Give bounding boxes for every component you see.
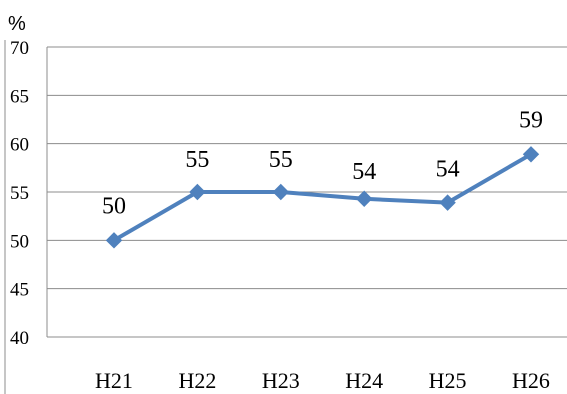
data-point-marker xyxy=(355,190,373,207)
data-point-marker xyxy=(189,183,206,201)
data-point-marker xyxy=(105,232,123,249)
x-tick-label: H26 xyxy=(512,368,550,393)
y-tick-label: 40 xyxy=(10,328,29,349)
y-tick-labels: 40 45 50 55 60 65 70 xyxy=(10,38,29,349)
series-line xyxy=(112,152,533,243)
data-point-marker xyxy=(439,194,456,211)
series-markers xyxy=(105,146,540,249)
data-label: 55 xyxy=(269,147,293,173)
data-label: 54 xyxy=(436,157,460,183)
data-point-marker xyxy=(272,183,290,201)
data-point-marker xyxy=(522,146,540,163)
x-tick-label: H25 xyxy=(429,368,467,393)
data-labels: 50 55 55 54 54 59 xyxy=(102,107,543,219)
data-label: 50 xyxy=(102,193,126,219)
x-tick-label: H22 xyxy=(178,368,216,393)
y-tick-label: 55 xyxy=(10,183,29,204)
data-label: 55 xyxy=(185,147,209,173)
x-tick-label: H21 xyxy=(95,368,133,393)
y-tick-label: 45 xyxy=(10,280,29,301)
data-label: 59 xyxy=(519,107,543,133)
x-tick-label: H24 xyxy=(345,368,383,393)
y-tick-label: 70 xyxy=(10,38,29,59)
data-label: 54 xyxy=(352,159,376,185)
x-tick-label: H23 xyxy=(262,368,300,393)
y-tick-label: 65 xyxy=(10,86,29,107)
y-tick-label: 60 xyxy=(10,135,29,156)
gridlines xyxy=(47,46,567,338)
y-tick-label: 50 xyxy=(10,231,29,252)
x-tick-labels: H21 H22 H23 H24 H25 H26 xyxy=(95,368,550,393)
y-axis-unit-label: % xyxy=(8,13,26,35)
